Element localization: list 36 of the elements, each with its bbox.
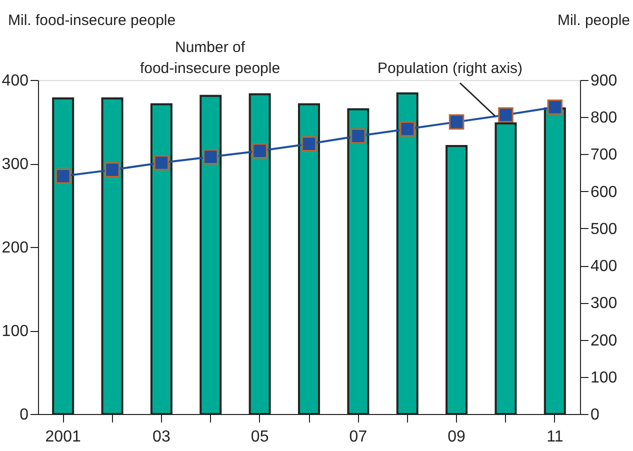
x-tick-label: 2001 <box>45 428 81 446</box>
y-tick-label: 0 <box>20 406 29 424</box>
point <box>448 114 464 130</box>
y2-tick-label: 900 <box>590 72 618 90</box>
x-tick-label: 03 <box>152 428 170 446</box>
y2-tick-label: 200 <box>590 332 618 350</box>
y2-tick-label: 400 <box>590 258 618 276</box>
text: Population (right axis) <box>377 60 523 77</box>
point <box>252 143 268 159</box>
y2-tick-label: 600 <box>590 184 618 201</box>
x-tick-label: 05 <box>250 428 269 446</box>
point <box>55 168 71 184</box>
point <box>498 107 514 123</box>
point <box>301 136 317 152</box>
point <box>400 121 416 137</box>
y2-tick-label: 100 <box>590 369 618 386</box>
x-tick-label: 09 <box>448 428 466 446</box>
point <box>154 155 170 170</box>
y-tick-label: 300 <box>2 156 29 173</box>
x-tick-label: 11 <box>546 428 564 446</box>
point <box>547 99 563 115</box>
y-axis-title: Mil. food-insecure people <box>8 12 176 29</box>
series-label: Number of food-insecure people <box>140 39 280 77</box>
point <box>104 162 120 178</box>
y-tick-label: 100 <box>2 323 29 340</box>
y-tick-label: 200 <box>2 240 29 256</box>
y2-tick-label: 500 <box>590 220 618 238</box>
y2-tick-label: 800 <box>590 110 618 127</box>
x-tick-label: 07 <box>349 428 368 446</box>
y2-tick-label: 300 <box>590 295 618 312</box>
y-tick-label: 400 <box>2 72 29 90</box>
y2-tick-label: 700 <box>590 146 618 164</box>
y2-axis-title: Mil. people <box>557 12 630 29</box>
point <box>202 149 218 164</box>
point <box>350 128 366 144</box>
y2-tick-label: 0 <box>590 406 600 424</box>
